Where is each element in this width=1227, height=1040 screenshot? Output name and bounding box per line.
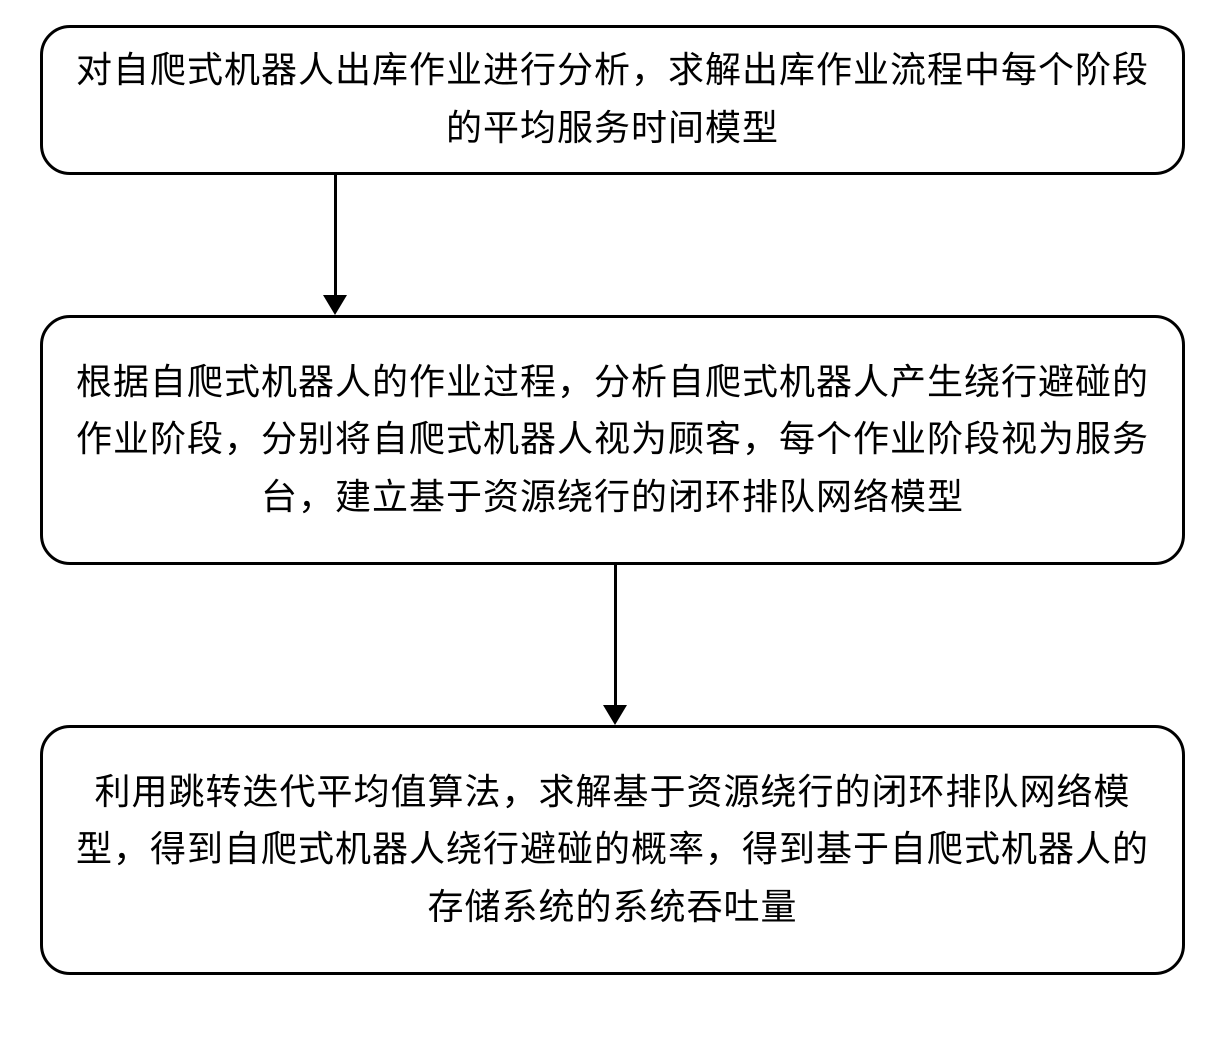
flowchart-node-2: 根据自爬式机器人的作业过程，分析自爬式机器人产生绕行避碰的作业阶段，分别将自爬式… xyxy=(40,315,1185,565)
arrow-line-icon xyxy=(614,565,617,705)
node-3-text: 利用跳转迭代平均值算法，求解基于资源绕行的闭环排队网络模型，得到自爬式机器人绕行… xyxy=(73,764,1152,937)
arrow-line-icon xyxy=(334,175,337,295)
node-1-text: 对自爬式机器人出库作业进行分析，求解出库作业流程中每个阶段的平均服务时间模型 xyxy=(73,42,1152,157)
node-2-text: 根据自爬式机器人的作业过程，分析自爬式机器人产生绕行避碰的作业阶段，分别将自爬式… xyxy=(73,354,1152,527)
flowchart-connector-1 xyxy=(320,175,350,315)
flowchart-node-3: 利用跳转迭代平均值算法，求解基于资源绕行的闭环排队网络模型，得到自爬式机器人绕行… xyxy=(40,725,1185,975)
arrow-head-icon xyxy=(603,705,627,725)
flowchart-node-1: 对自爬式机器人出库作业进行分析，求解出库作业流程中每个阶段的平均服务时间模型 xyxy=(40,25,1185,175)
flowchart-connector-2 xyxy=(600,565,630,725)
arrow-head-icon xyxy=(323,295,347,315)
flowchart-container: 对自爬式机器人出库作业进行分析，求解出库作业流程中每个阶段的平均服务时间模型 根… xyxy=(40,25,1185,975)
